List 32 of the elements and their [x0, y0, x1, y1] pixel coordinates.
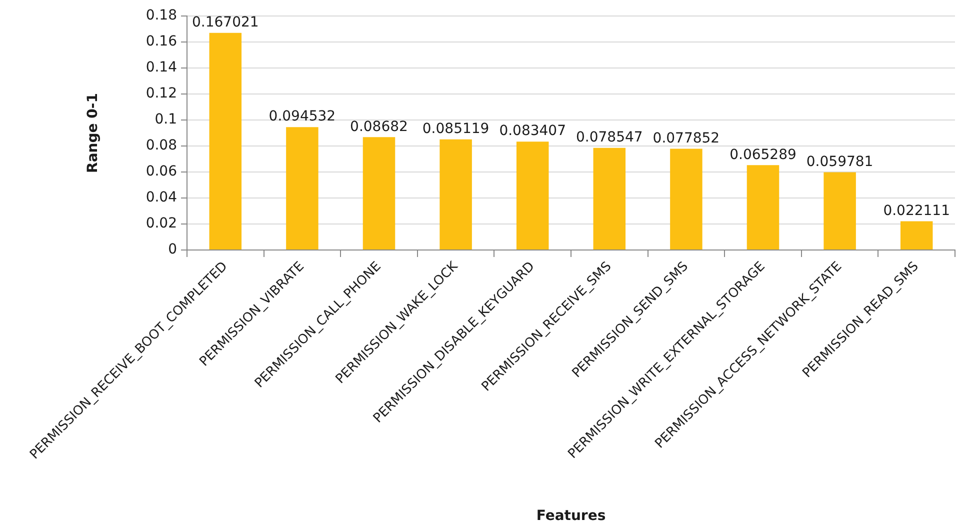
data-label: 0.022111 — [883, 202, 950, 219]
x-axis-title: Features — [536, 508, 606, 524]
y-tick-label: 0 — [168, 242, 177, 258]
bar — [516, 142, 549, 250]
y-tick-label: 0.12 — [146, 86, 177, 102]
y-tick-label: 0.1 — [154, 112, 177, 128]
bar — [593, 148, 626, 250]
data-label: 0.083407 — [499, 123, 566, 140]
data-label: 0.08682 — [350, 118, 408, 135]
bar — [670, 148, 702, 250]
bar — [746, 165, 780, 250]
bar — [286, 127, 318, 250]
data-label: 0.065289 — [730, 146, 796, 163]
data-label: 0.059781 — [806, 154, 874, 170]
bar — [209, 32, 242, 250]
data-label: 0.167021 — [192, 14, 259, 31]
y-tick-label: 0.18 — [146, 8, 177, 24]
y-tick-label: 0.14 — [146, 60, 178, 76]
bar — [824, 172, 856, 250]
y-tick-label: 0.16 — [146, 34, 178, 50]
y-axis-title: Range 0-1 — [85, 93, 102, 173]
y-tick-label: 0.04 — [146, 190, 178, 206]
y-tick-label: 0.06 — [146, 164, 178, 180]
data-label: 0.078547 — [576, 130, 643, 146]
y-tick-label: 0.08 — [146, 138, 177, 154]
bar — [900, 221, 933, 250]
data-label: 0.085119 — [422, 120, 490, 137]
y-tick-label: 0.02 — [146, 216, 177, 232]
bar — [440, 139, 472, 250]
bar — [362, 137, 396, 250]
data-label: 0.077852 — [652, 130, 720, 146]
data-label: 0.094532 — [268, 108, 336, 125]
